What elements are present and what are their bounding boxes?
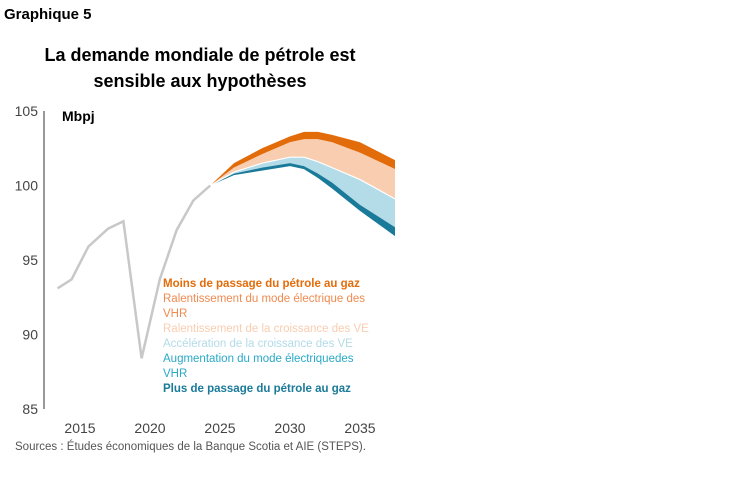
legend-entry: Accélération de la croissance des VE xyxy=(163,338,353,350)
legend-entry: Ralentissement du mode électrique des VHR xyxy=(163,293,365,320)
boundary-line xyxy=(209,156,396,200)
history-line xyxy=(56,184,212,359)
legend-entry: Ralentissement de la croissance des VE xyxy=(163,323,369,335)
y-tick-label: 100 xyxy=(15,178,39,194)
y-axis-label: Mbpj xyxy=(62,108,95,124)
figure-label: Graphique 5 xyxy=(4,6,92,23)
x-tick-label: 2035 xyxy=(344,420,375,436)
x-tick-label: 2025 xyxy=(204,420,235,436)
legend-entry: Plus de passage du pétrole au gaz xyxy=(163,383,351,395)
y-tick-label: 95 xyxy=(22,252,38,268)
x-tick-label: 2030 xyxy=(274,420,305,436)
band-faster-ev-growth xyxy=(210,157,395,228)
chart-title: La demande mondiale de pétrole est sensi… xyxy=(44,45,356,91)
legend-entry: Augmentation du mode électriquedes VHR xyxy=(163,353,354,380)
y-tick-label: 105 xyxy=(15,103,39,119)
source-note: Sources : Études économiques de la Banqu… xyxy=(15,441,366,453)
y-tick-label: 90 xyxy=(22,327,38,343)
band-less-oil-to-gas xyxy=(210,131,395,186)
x-tick-label: 2015 xyxy=(64,420,95,436)
y-tick-label: 85 xyxy=(22,401,38,417)
x-tick-label: 2020 xyxy=(134,420,165,436)
band-slower-ev-growth xyxy=(210,139,395,199)
legend-entry: Moins de passage du pétrole au gaz xyxy=(163,278,360,290)
